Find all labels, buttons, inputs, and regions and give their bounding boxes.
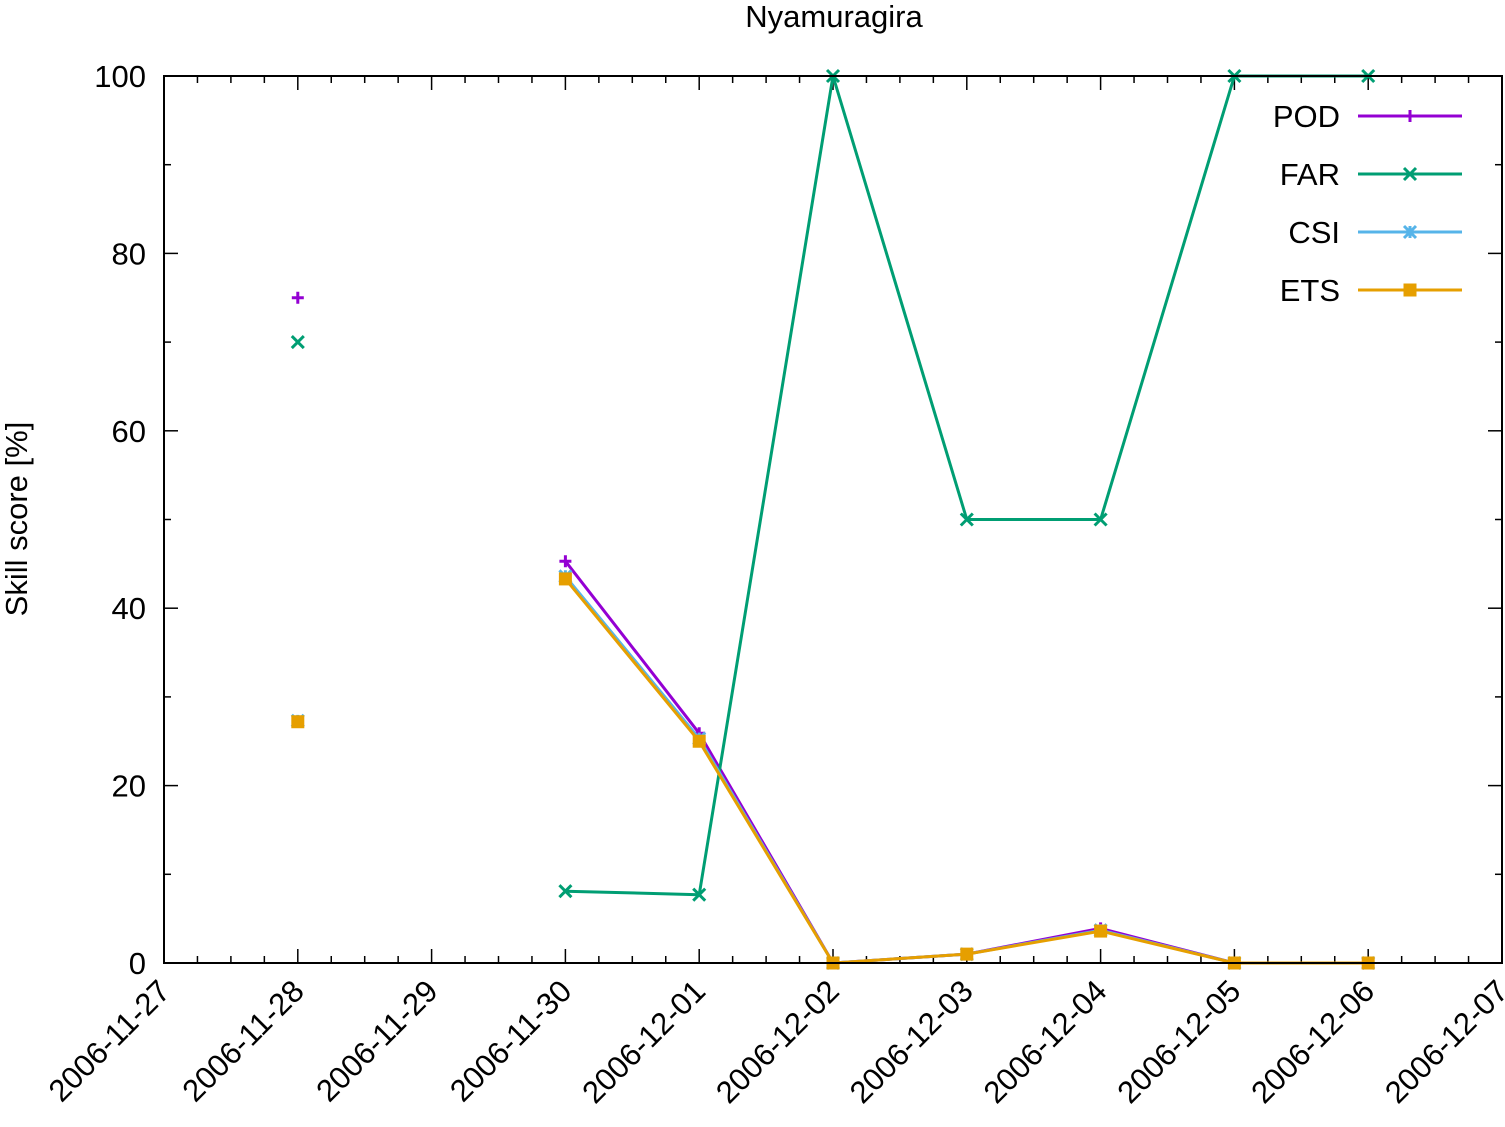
series-far xyxy=(290,68,1376,902)
x-tick-label: 2006-11-27 xyxy=(42,973,177,1108)
ets-point xyxy=(558,572,572,586)
y-tick-label: 100 xyxy=(94,59,146,94)
legend-label-pod: POD xyxy=(1273,99,1340,134)
far-line xyxy=(565,74,1369,897)
series-csi xyxy=(290,569,1376,971)
y-tick-label: 0 xyxy=(129,946,146,981)
y-tick-label: 80 xyxy=(112,236,146,271)
x-tick-label: 2006-12-06 xyxy=(1244,973,1381,1110)
x-tick-label: 2006-12-07 xyxy=(1378,973,1505,1110)
series-pod xyxy=(291,291,1375,969)
pod-point xyxy=(291,291,304,304)
far-point xyxy=(959,512,974,527)
far-point xyxy=(290,335,305,350)
legend-label-far: FAR xyxy=(1280,157,1340,192)
x-tick-label: 2006-12-04 xyxy=(977,973,1114,1110)
legend-label-csi: CSI xyxy=(1288,215,1340,250)
x-tick-label: 2006-12-02 xyxy=(709,973,846,1110)
legend-label-ets: ETS xyxy=(1280,273,1340,308)
legend: POD FAR CSI ETS xyxy=(1273,99,1462,308)
series-ets xyxy=(291,572,1375,970)
legend-marker-csi xyxy=(1402,224,1418,240)
legend-marker-ets xyxy=(1403,283,1417,297)
x-tick-label: 2006-12-01 xyxy=(575,973,712,1110)
far-point xyxy=(1093,512,1108,527)
y-tick-label: 60 xyxy=(112,414,146,449)
x-tick-label: 2006-12-03 xyxy=(843,973,980,1110)
legend-marker-pod xyxy=(1404,110,1416,122)
y-axis-label: Skill score [%] xyxy=(0,422,34,617)
far-point xyxy=(558,884,573,899)
csi-line xyxy=(564,575,1369,965)
axis-ticks: 0204060801002006-11-272006-11-282006-11-… xyxy=(42,59,1505,1110)
pod-line xyxy=(564,560,1369,965)
chart-title: Nyamuragira xyxy=(745,0,923,34)
far-point xyxy=(692,887,707,902)
ets-point xyxy=(960,947,974,961)
x-tick-label: 2006-11-29 xyxy=(309,973,444,1108)
ets-line xyxy=(564,577,1369,965)
ets-point xyxy=(291,715,305,729)
x-tick-label: 2006-12-05 xyxy=(1110,973,1247,1110)
pod-point xyxy=(559,555,572,568)
series-layer xyxy=(290,68,1376,971)
x-tick-label: 2006-11-30 xyxy=(443,973,578,1108)
y-tick-label: 20 xyxy=(112,769,146,804)
ets-point xyxy=(692,734,706,748)
ets-point xyxy=(1094,924,1108,938)
x-tick-label: 2006-11-28 xyxy=(175,973,310,1108)
plot-frame xyxy=(163,75,1503,964)
legend-marker-far xyxy=(1402,166,1418,182)
y-tick-label: 40 xyxy=(112,591,146,626)
